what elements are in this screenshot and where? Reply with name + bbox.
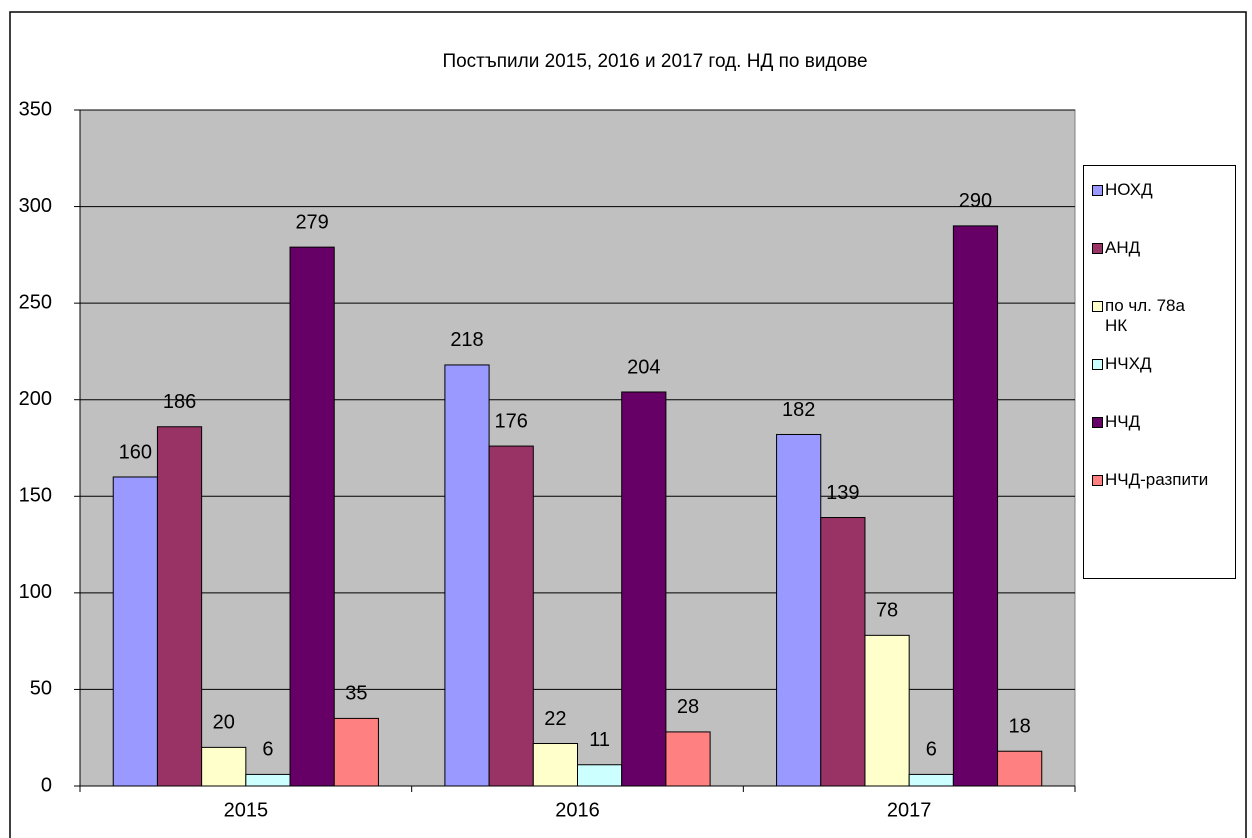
legend-swatch bbox=[1092, 475, 1103, 486]
legend-item: НЧД-разпити bbox=[1092, 470, 1231, 490]
x-tick-label: 2015 bbox=[224, 799, 269, 821]
x-tick-label: 2017 bbox=[887, 799, 932, 821]
legend-swatch bbox=[1092, 301, 1103, 312]
data-label: 20 bbox=[213, 712, 235, 734]
bar bbox=[112, 476, 158, 787]
bar bbox=[245, 773, 291, 787]
chart-title: Постъпили 2015, 2016 и 2017 год. НД по в… bbox=[442, 51, 867, 72]
legend-label: по чл. 78а НК bbox=[1105, 296, 1185, 335]
legend-swatch bbox=[1092, 359, 1103, 370]
bar bbox=[289, 246, 335, 787]
bar bbox=[444, 364, 490, 787]
y-tick-label: 0 bbox=[41, 774, 52, 796]
data-label: 279 bbox=[295, 211, 328, 233]
data-label: 18 bbox=[1009, 716, 1031, 738]
legend-label: НЧХД bbox=[1105, 354, 1152, 373]
legend-item: НЧД bbox=[1092, 412, 1231, 432]
bar bbox=[776, 433, 822, 787]
data-label: 160 bbox=[119, 441, 152, 463]
bar bbox=[908, 773, 954, 787]
y-tick-label: 250 bbox=[19, 291, 52, 313]
data-label: 22 bbox=[544, 708, 566, 730]
y-tick-label: 50 bbox=[30, 678, 52, 700]
chart-border bbox=[9, 11, 1247, 838]
legend-swatch bbox=[1092, 417, 1103, 428]
data-label: 11 bbox=[589, 729, 610, 751]
bar bbox=[997, 750, 1043, 787]
bar bbox=[952, 225, 999, 787]
bar bbox=[665, 731, 711, 787]
y-tick-label: 300 bbox=[19, 195, 52, 217]
legend-item: по чл. 78а НК bbox=[1092, 296, 1231, 336]
bar bbox=[864, 634, 910, 787]
data-label: 6 bbox=[926, 739, 937, 761]
legend-item: АНД bbox=[1092, 238, 1231, 258]
y-tick-label: 200 bbox=[19, 388, 52, 410]
legend-label: НЧД-разпити bbox=[1105, 470, 1209, 489]
data-label: 290 bbox=[959, 190, 992, 212]
legend-label: АНД bbox=[1105, 238, 1141, 257]
bar bbox=[532, 743, 578, 787]
bar bbox=[333, 717, 379, 787]
y-tick-label: 100 bbox=[19, 581, 52, 603]
data-label: 35 bbox=[345, 683, 367, 705]
data-label: 186 bbox=[163, 391, 196, 413]
bar bbox=[621, 391, 667, 787]
bar bbox=[201, 746, 247, 787]
data-label: 182 bbox=[782, 399, 815, 421]
bar bbox=[577, 764, 623, 787]
bar bbox=[156, 426, 203, 787]
y-tick-label: 150 bbox=[19, 485, 52, 507]
y-tick-label: 350 bbox=[19, 98, 52, 120]
data-label: 204 bbox=[627, 356, 660, 378]
data-label: 176 bbox=[495, 410, 528, 432]
legend-item: НОХД bbox=[1092, 180, 1231, 200]
data-label: 6 bbox=[262, 739, 273, 761]
bar bbox=[820, 517, 866, 787]
legend-swatch bbox=[1092, 243, 1103, 254]
legend-swatch bbox=[1092, 185, 1103, 196]
data-label: 218 bbox=[450, 329, 483, 351]
legend-label: НЧД bbox=[1105, 412, 1141, 431]
data-label: 139 bbox=[826, 482, 859, 504]
bar bbox=[488, 445, 534, 787]
data-label: 78 bbox=[876, 600, 898, 622]
legend-item: НЧХД bbox=[1092, 354, 1231, 374]
legend-label: НОХД bbox=[1105, 180, 1153, 199]
plot-area bbox=[79, 109, 1076, 787]
x-tick-label: 2016 bbox=[555, 799, 600, 821]
data-label: 28 bbox=[677, 696, 699, 718]
legend: НОХД АНД по чл. 78а НК НЧХД НЧД НЧД-разпити bbox=[1083, 165, 1236, 579]
